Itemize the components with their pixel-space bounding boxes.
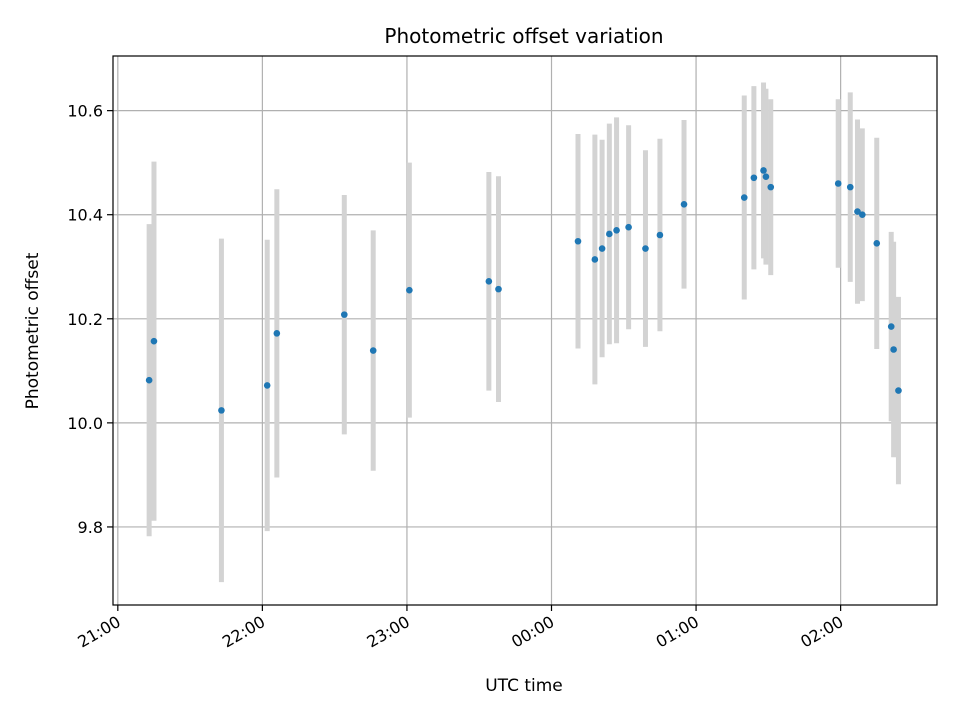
x-axis-label: UTC time	[485, 676, 563, 696]
data-point	[273, 330, 281, 337]
data-point	[574, 237, 582, 245]
data-point	[762, 173, 770, 181]
data-point	[145, 376, 153, 384]
data-point	[895, 387, 902, 394]
data-point	[859, 211, 866, 219]
data-point	[495, 285, 502, 293]
data-point	[873, 240, 881, 247]
y-tick-label: 10.4	[67, 206, 103, 225]
data-point	[887, 323, 895, 330]
data-point	[591, 256, 599, 263]
data-point	[598, 245, 606, 252]
data-point	[263, 382, 271, 389]
data-point	[890, 346, 897, 353]
data-point	[485, 278, 493, 285]
data-point	[767, 183, 775, 191]
chart-title: Photometric offset variation	[384, 24, 663, 48]
data-point	[340, 311, 348, 318]
data-point	[750, 174, 758, 182]
data-point	[625, 223, 632, 231]
data-points	[145, 167, 902, 414]
data-point	[613, 227, 620, 234]
y-tick-label: 10.0	[67, 414, 103, 433]
data-point	[369, 347, 377, 354]
y-axis-label: Photometric offset	[23, 252, 43, 409]
data-point	[680, 201, 688, 208]
data-point	[760, 167, 767, 174]
plot-frame	[112, 55, 938, 606]
data-point	[656, 231, 664, 239]
data-point	[834, 180, 842, 187]
data-point	[218, 407, 225, 414]
data-point	[740, 194, 748, 201]
y-tick-label: 10.6	[67, 102, 103, 121]
data-point	[606, 230, 613, 238]
y-tick-label: 10.2	[67, 310, 103, 329]
data-point	[406, 286, 413, 294]
data-point	[150, 337, 158, 345]
data-point	[854, 208, 861, 215]
y-tick-label: 9.8	[78, 518, 103, 537]
data-point	[846, 183, 854, 191]
data-point	[642, 245, 649, 252]
